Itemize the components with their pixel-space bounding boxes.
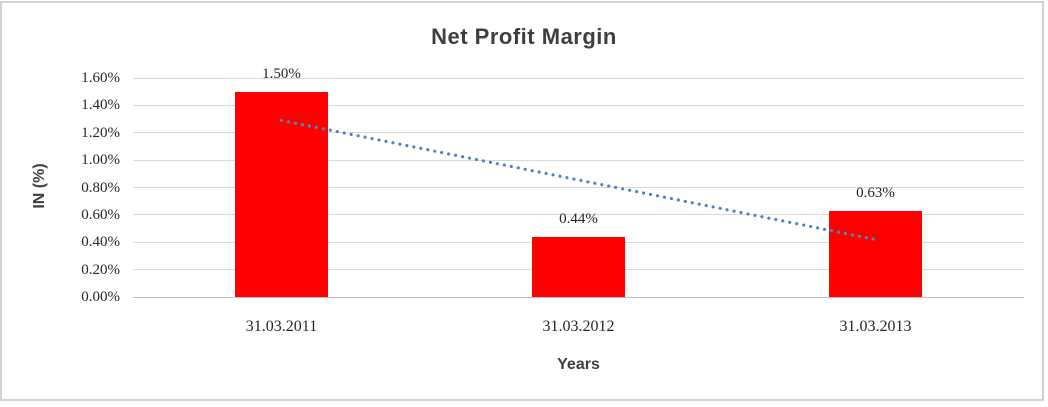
x-category-label: 31.03.2013 — [839, 318, 912, 335]
gridline — [133, 77, 1024, 79]
gridline — [133, 159, 1024, 161]
bar-data-label: 1.50% — [262, 65, 301, 82]
y-tick-label: 1.40% — [81, 97, 120, 114]
y-axis-title: IN (%) — [31, 163, 48, 209]
plot-area: 1.50% 0.44% 0.63% — [133, 66, 1024, 298]
y-tick-label: 0.40% — [81, 234, 120, 251]
gridline — [133, 296, 1024, 298]
y-tick-label: 1.20% — [81, 124, 120, 141]
y-tick-label: 0.20% — [81, 261, 120, 278]
trendline — [279, 118, 878, 242]
chart-title: Net Profit Margin — [431, 24, 617, 49]
bar-data-label: 0.44% — [559, 210, 598, 227]
y-tick-label: 0.60% — [81, 206, 120, 223]
gridline — [133, 132, 1024, 134]
y-tick-label: 0.80% — [81, 179, 120, 196]
y-tick-label: 1.60% — [81, 70, 120, 86]
gridline — [133, 104, 1024, 106]
x-category-label: 31.03.2011 — [245, 318, 318, 335]
y-tick-label: 1.00% — [81, 152, 120, 169]
y-tick-label: 0.00% — [81, 289, 120, 305]
gridline — [133, 187, 1024, 188]
x-category-label: 31.03.2012 — [542, 318, 615, 335]
bar-31.03.2013 — [829, 210, 922, 297]
gridline — [133, 214, 1024, 216]
bar-data-label: 0.63% — [856, 184, 895, 201]
x-axis-title: Years — [557, 356, 600, 373]
bar-31.03.2011 — [235, 91, 328, 297]
bar-31.03.2012 — [532, 236, 625, 297]
